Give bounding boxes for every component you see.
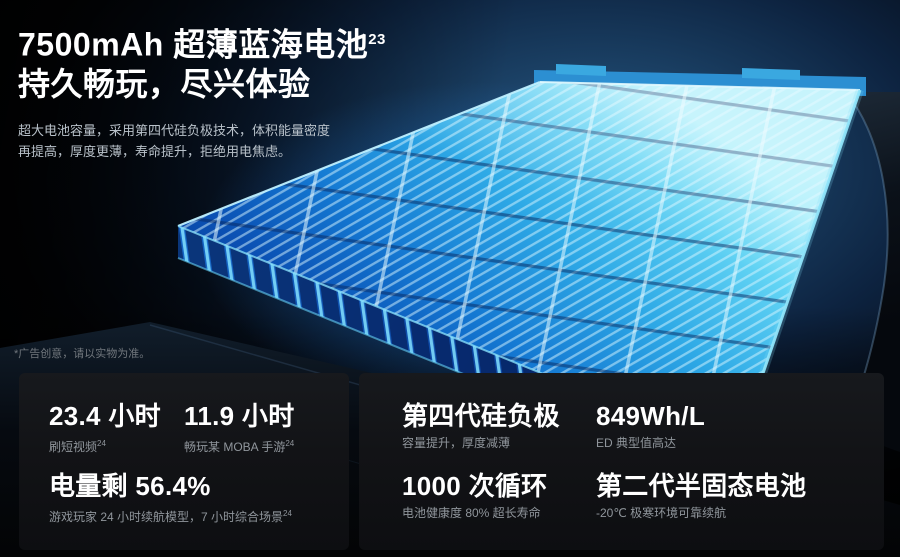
stat-value: 1000 次循环 (402, 471, 548, 501)
disclaimer-note: *广告创意，请以实物为准。 (14, 348, 151, 360)
stat-label: -20℃ 极寒环境可靠续航 (596, 506, 727, 520)
hero-description: 超大电池容量，采用第四代硅负极技术，体积能量密度 再提高，厚度更薄，寿命提升，拒… (18, 120, 386, 162)
stat-label: 容量提升，厚度减薄 (402, 436, 511, 450)
hero-description-line1: 超大电池容量，采用第四代硅负极技术，体积能量密度 (18, 122, 331, 138)
stat-silicon-anode: 第四代硅负极 容量提升，厚度减薄 (402, 402, 560, 451)
stat-cycle-life: 1000 次循环 电池健康度 80% 超长寿命 (402, 472, 547, 521)
title-footnote-sup: 23 (368, 31, 386, 48)
stat-energy-density: 849Wh/L ED 典型值高达 (596, 402, 705, 451)
page-title: 7500mAh 超薄蓝海电池23 (18, 26, 386, 63)
stat-label: 电池健康度 80% 超长寿命 (402, 506, 541, 520)
stat-label: 刷短视频24 (49, 439, 106, 454)
stat-battery-remaining: 电量剩 56.4% 游戏玩家 24 小时续航模型，7 小时综合场景24 (49, 472, 292, 525)
stat-moba-hours: 11.9 小时 畅玩某 MOBA 手游24 (184, 402, 295, 455)
stat-label: 畅玩某 MOBA 手游24 (184, 439, 295, 454)
stat-short-video-hours: 23.4 小时 刷短视频24 (49, 402, 161, 455)
hero-section: 7500mAh 超薄蓝海电池23 持久畅玩，尽兴体验 超大电池容量，采用第四代硅… (18, 20, 386, 162)
stat-value: 23.4 小时 (49, 401, 161, 431)
stat-value: 第四代硅负极 (402, 401, 560, 431)
stat-value: 849Wh/L (596, 401, 706, 431)
stat-label: ED 典型值高达 (596, 436, 677, 450)
stat-value: 第二代半固态电池 (596, 471, 807, 501)
hero-description-line2: 再提高，厚度更薄，寿命提升，拒绝用电焦虑。 (18, 143, 292, 159)
page-subtitle: 持久畅玩，尽兴体验 (18, 65, 311, 102)
stats-card-endurance: 23.4 小时 刷短视频24 11.9 小时 畅玩某 MOBA 手游24 电量剩… (19, 373, 349, 550)
stats-card-technology: 第四代硅负极 容量提升，厚度减薄 849Wh/L ED 典型值高达 1000 次… (359, 373, 884, 550)
stat-semi-solid-battery: 第二代半固态电池 -20℃ 极寒环境可靠续航 (596, 472, 806, 521)
stat-value: 电量剩 56.4% (49, 471, 211, 501)
stat-label: 游戏玩家 24 小时续航模型，7 小时综合场景24 (49, 509, 292, 524)
stat-value: 11.9 小时 (184, 401, 295, 431)
